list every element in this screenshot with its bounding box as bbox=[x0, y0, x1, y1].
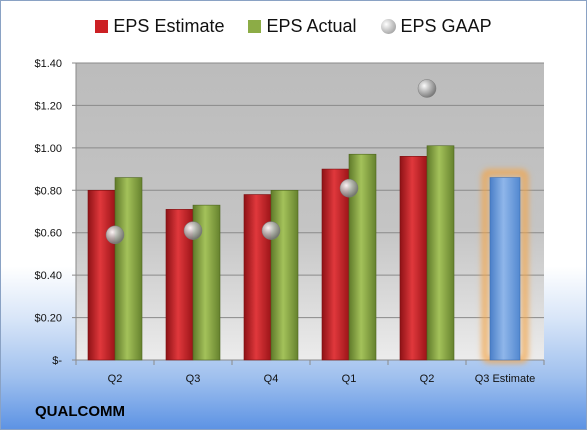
x-tick-label: Q4 bbox=[264, 373, 279, 385]
marker-eps-gaap bbox=[417, 79, 437, 98]
marker-eps-gaap bbox=[261, 221, 281, 240]
y-tick-label: $1.20 bbox=[34, 100, 62, 112]
x-tick-label: Q3 bbox=[186, 373, 201, 385]
y-tick-label: $0.80 bbox=[34, 185, 62, 197]
bar-eps-estimate bbox=[399, 156, 428, 361]
legend-item-gaap: EPS GAAP bbox=[380, 16, 492, 37]
bar-eps-actual bbox=[270, 189, 299, 361]
legend-swatch-actual bbox=[248, 20, 262, 33]
legend-label-gaap: EPS GAAP bbox=[400, 16, 492, 36]
bar-eps-estimate bbox=[243, 194, 272, 361]
bar-eps-actual bbox=[426, 145, 455, 361]
legend-label-estimate: EPS Estimate bbox=[113, 16, 225, 36]
x-tick-label: Q2 bbox=[108, 373, 123, 385]
legend: EPS Estimate EPS Actual EPS GAAP bbox=[1, 16, 586, 37]
y-tick-label: $0.60 bbox=[34, 228, 62, 240]
x-tick-label: Q2 bbox=[420, 373, 435, 385]
marker-eps-gaap bbox=[339, 178, 359, 198]
y-tick-label: $1.00 bbox=[34, 143, 62, 155]
legend-item-estimate: EPS Estimate bbox=[95, 16, 224, 37]
legend-swatch-estimate bbox=[95, 20, 109, 33]
company-name: QUALCOMM bbox=[35, 403, 125, 420]
bar-eps-estimate bbox=[321, 168, 350, 361]
legend-swatch-gaap bbox=[380, 19, 396, 34]
y-tick-label: $0.40 bbox=[34, 270, 62, 282]
plot-area bbox=[76, 63, 544, 360]
y-tick-label: $0.20 bbox=[34, 313, 62, 325]
marker-eps-gaap bbox=[183, 221, 203, 240]
x-tick-label: Q1 bbox=[342, 373, 357, 385]
bar-eps-estimate bbox=[87, 189, 116, 361]
legend-label-actual: EPS Actual bbox=[266, 16, 357, 36]
bar-eps-forecast bbox=[489, 177, 521, 361]
x-tick-label: Q3 Estimate bbox=[475, 373, 536, 385]
y-tick-label: $- bbox=[52, 355, 62, 367]
marker-eps-gaap bbox=[105, 225, 125, 245]
bar-eps-actual bbox=[114, 177, 143, 361]
legend-item-actual: EPS Actual bbox=[248, 16, 357, 37]
y-tick-label: $1.40 bbox=[34, 58, 62, 70]
